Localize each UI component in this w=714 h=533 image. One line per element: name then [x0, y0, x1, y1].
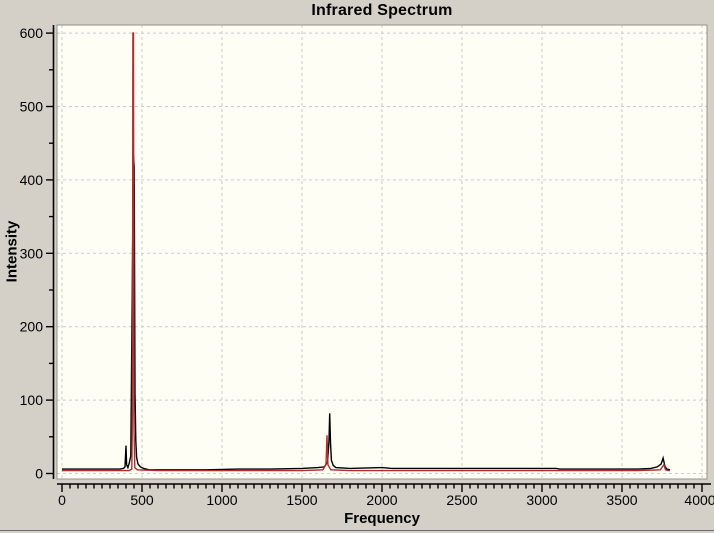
spectrum-black-line	[62, 154, 671, 471]
x-tick-label: 2500	[446, 492, 477, 508]
x-tick-label: 1500	[286, 492, 317, 508]
y-tick-label: 500	[20, 99, 44, 115]
y-tick-label: 100	[20, 392, 44, 408]
y-tick-label: 300	[20, 245, 44, 261]
x-tick-label: 0	[58, 492, 66, 508]
x-axis-label: Frequency	[344, 510, 420, 527]
x-tick-label: 3500	[606, 492, 637, 508]
x-tick-label: 500	[130, 492, 154, 508]
y-tick-label: 0	[35, 466, 43, 482]
y-tick-label: 200	[20, 319, 44, 335]
x-tick-label: 4000	[684, 492, 714, 508]
window-bottom-border	[0, 530, 714, 531]
x-tick-label: 3000	[526, 492, 557, 508]
spectrum-red-line	[62, 32, 670, 472]
y-tick-label: 400	[20, 172, 44, 188]
plot-border	[56, 24, 708, 480]
x-tick-label: 2000	[366, 492, 397, 508]
y-tick-label: 600	[20, 25, 44, 41]
chart-title: Infrared Spectrum	[311, 2, 453, 19]
x-tick-label: 1000	[206, 492, 237, 508]
